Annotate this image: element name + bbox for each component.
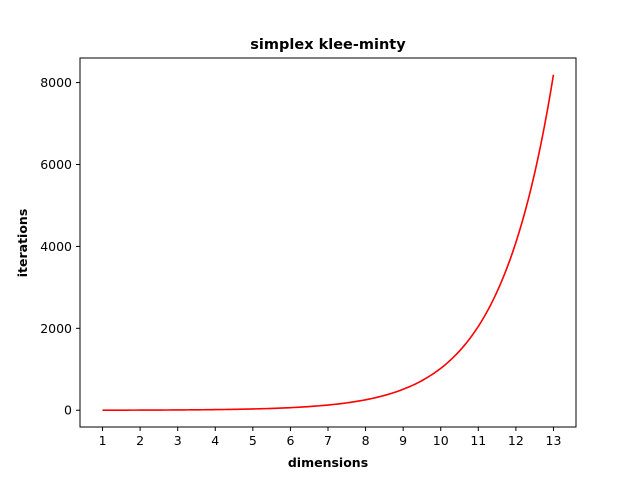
x-tick-label: 4 [211, 433, 219, 448]
x-tick-label: 3 [174, 433, 182, 448]
chart-title: simplex klee-minty [250, 37, 406, 53]
y-tick-label: 0 [64, 403, 72, 418]
y-tick-label: 2000 [40, 321, 72, 336]
x-tick-label: 7 [324, 433, 332, 448]
x-tick-label: 9 [399, 433, 407, 448]
x-tick-label: 10 [433, 433, 449, 448]
x-tick-label: 2 [136, 433, 144, 448]
y-tick-label: 4000 [40, 239, 72, 254]
x-axis-label: dimensions [288, 455, 368, 470]
x-tick-label: 8 [362, 433, 370, 448]
y-axis-ticks: 0 2000 4000 6000 8000 [40, 75, 80, 418]
y-tick-label: 8000 [40, 75, 72, 90]
x-axis-ticks: 1 2 3 4 5 6 7 8 9 10 11 12 13 [99, 427, 562, 448]
x-tick-label: 13 [546, 433, 562, 448]
y-axis-label: iterations [15, 209, 30, 278]
series-line [102, 74, 555, 411]
x-tick-label: 5 [249, 433, 257, 448]
x-tick-label: 11 [470, 433, 486, 448]
x-tick-label: 6 [286, 433, 294, 448]
x-tick-label: 1 [99, 433, 107, 448]
x-tick-label: 12 [508, 433, 524, 448]
y-tick-label: 6000 [40, 157, 72, 172]
